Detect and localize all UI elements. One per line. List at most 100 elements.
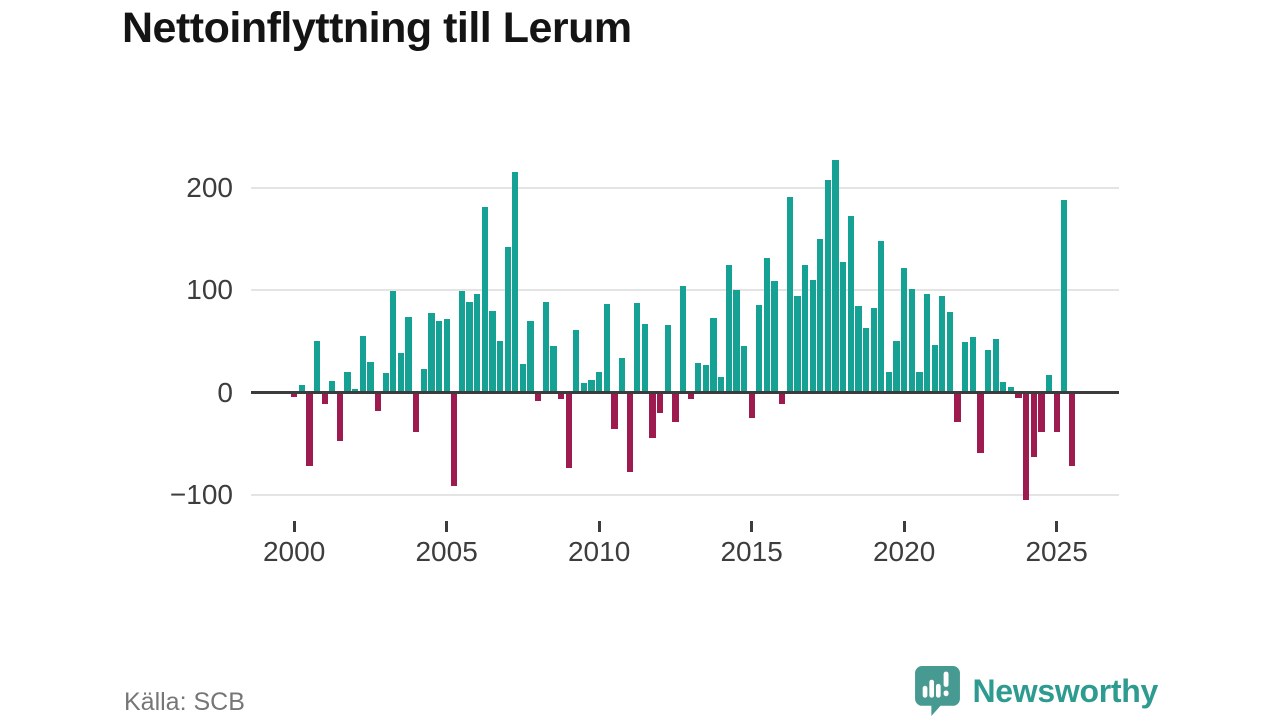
bar xyxy=(962,342,969,393)
bar xyxy=(756,305,763,393)
y-axis-tick-label: 200 xyxy=(186,171,233,203)
bar xyxy=(862,327,870,393)
bar xyxy=(664,324,671,393)
bar xyxy=(397,352,405,393)
bar xyxy=(657,392,664,413)
bar xyxy=(420,368,427,393)
bar xyxy=(870,308,877,393)
bar xyxy=(901,268,908,393)
bar xyxy=(1061,199,1068,393)
x-axis-tick xyxy=(1055,521,1059,532)
bar xyxy=(496,341,504,393)
bar xyxy=(710,317,717,393)
bar xyxy=(1045,375,1053,393)
bar xyxy=(771,280,778,393)
bar xyxy=(641,323,649,393)
bar xyxy=(984,350,992,393)
bar xyxy=(618,357,626,393)
bar xyxy=(413,392,420,433)
x-axis-tick-label: 2005 xyxy=(415,536,478,567)
bar xyxy=(603,304,610,393)
bar xyxy=(1053,392,1060,433)
bar xyxy=(550,346,557,393)
x-axis-tick xyxy=(445,521,449,532)
bar xyxy=(298,385,305,393)
x-axis-tick xyxy=(750,521,754,532)
bar xyxy=(405,316,412,393)
bar xyxy=(519,363,527,393)
bar xyxy=(824,180,832,393)
bar xyxy=(718,377,725,393)
bar xyxy=(702,364,710,393)
bar xyxy=(740,346,748,393)
bar xyxy=(1000,382,1007,393)
bar xyxy=(679,285,687,393)
bar xyxy=(855,306,862,393)
bar xyxy=(725,265,732,393)
bar xyxy=(817,238,824,393)
bar xyxy=(878,240,885,393)
bar xyxy=(596,372,603,393)
bar xyxy=(1030,392,1037,458)
bar xyxy=(908,288,915,393)
bar xyxy=(557,392,565,399)
bar xyxy=(672,392,679,423)
bar xyxy=(832,159,839,393)
bar xyxy=(344,372,351,393)
bar xyxy=(954,392,961,423)
bar xyxy=(939,296,946,393)
bar xyxy=(847,216,854,393)
bar xyxy=(1023,392,1030,501)
bar xyxy=(946,311,954,393)
bar xyxy=(1015,392,1022,398)
bar xyxy=(390,291,397,393)
x-axis-tick xyxy=(597,521,601,532)
y-axis-tick-label: 100 xyxy=(186,274,233,305)
bar xyxy=(786,196,793,393)
bar xyxy=(542,302,549,393)
bar xyxy=(695,362,702,393)
bar xyxy=(649,392,656,438)
x-axis-tick-label: 2025 xyxy=(1025,536,1088,567)
bar xyxy=(527,320,534,393)
bar xyxy=(458,291,466,393)
bar xyxy=(893,341,900,393)
newsworthy-logo-text: Newsworthy xyxy=(972,672,1159,709)
chart-title: Nettoinflyttning till Lerum xyxy=(122,4,632,52)
bar xyxy=(565,392,572,469)
y-axis-tick-label: 0 xyxy=(217,376,233,408)
bar xyxy=(977,392,984,453)
bar xyxy=(1038,392,1045,433)
x-axis-tick-label: 2020 xyxy=(872,536,936,567)
bar xyxy=(840,262,847,393)
bar xyxy=(535,392,542,401)
bar xyxy=(367,361,374,393)
bar xyxy=(809,279,816,393)
bar xyxy=(481,206,488,393)
bar xyxy=(291,392,298,397)
bar xyxy=(443,318,450,393)
bar xyxy=(336,392,344,441)
bar xyxy=(779,392,786,404)
bar xyxy=(451,392,458,486)
bar xyxy=(573,329,580,393)
newsworthy-logo: Newsworthy xyxy=(914,665,1159,717)
x-axis-tick-label: 2000 xyxy=(262,536,326,567)
bar xyxy=(923,294,931,393)
y-axis-tick-label: −100 xyxy=(169,479,233,510)
bar xyxy=(313,341,321,393)
bar xyxy=(382,373,389,393)
x-axis-tick-label: 2010 xyxy=(567,536,631,567)
bar xyxy=(634,303,641,393)
bar xyxy=(352,389,359,393)
bar xyxy=(474,294,481,393)
bar xyxy=(794,296,801,393)
bar xyxy=(969,337,976,393)
x-axis-tick-label: 2015 xyxy=(720,536,783,567)
bar xyxy=(489,310,496,393)
bar xyxy=(885,372,893,393)
bar xyxy=(359,336,366,393)
bar xyxy=(321,392,328,404)
